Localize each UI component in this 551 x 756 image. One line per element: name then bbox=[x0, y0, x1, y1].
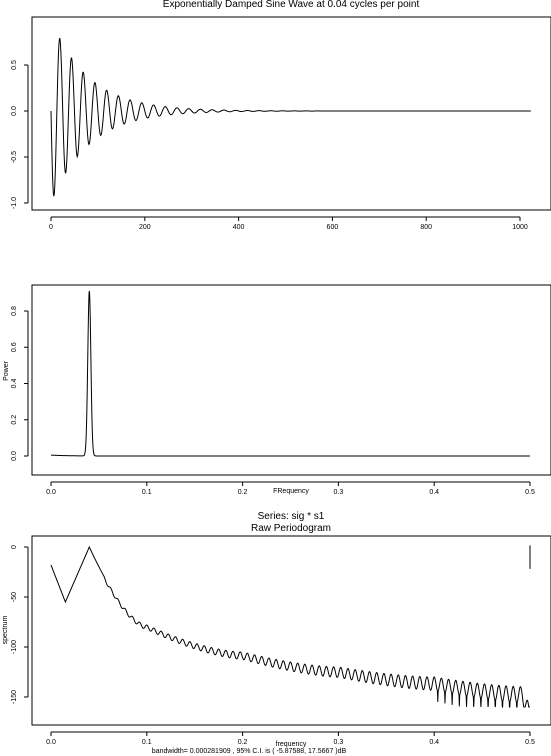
chart1-x-tick-label: 400 bbox=[233, 224, 245, 231]
chart2-y-tick-label: 0.0 bbox=[11, 451, 18, 461]
chart1-plot-box bbox=[31, 16, 551, 211]
chart2-series-line bbox=[50, 290, 530, 457]
chart1-x-tick-label: 0 bbox=[49, 224, 53, 231]
chart2-x-tick-label: 0.5 bbox=[525, 489, 535, 496]
panel-damped-sine: Exponentially Damped Sine Wave at 0.04 c… bbox=[11, 0, 551, 231]
chart3-y-tick-label: -100 bbox=[11, 640, 18, 654]
chart2-x-tick-label: 0.1 bbox=[142, 489, 152, 496]
chart2-x-tick-label: 0.0 bbox=[46, 489, 56, 496]
chart1-x-tick-label: 200 bbox=[139, 224, 151, 231]
chart2-x-tick-label: 0.4 bbox=[429, 489, 439, 496]
chart2-x-tick-label: 0.2 bbox=[238, 489, 248, 496]
chart3-x-tick-label: 0.5 bbox=[525, 739, 535, 746]
chart2-y-tick-label: 0.8 bbox=[11, 306, 18, 316]
chart2-y-tick-label: 0.6 bbox=[11, 342, 18, 352]
chart2-xlabel: FRequency bbox=[273, 488, 309, 495]
chart3-title: Series: sig * s1 bbox=[258, 511, 325, 522]
chart3-y-tick-label: 0 bbox=[11, 545, 18, 549]
chart3-footnote: bandwidth= 0.000281909 , 95% C.I. is ( -… bbox=[152, 748, 347, 755]
chart3-x-tick-label: 0.4 bbox=[429, 739, 439, 746]
chart3-x-tick-label: 0.1 bbox=[142, 739, 152, 746]
chart3-x-tick-label: 0.3 bbox=[334, 739, 344, 746]
chart2-x-tick-label: 0.3 bbox=[334, 489, 344, 496]
chart3-series-line bbox=[50, 545, 530, 709]
chart2-axes: 0.0 0.1 0.2 0.3 0.4 0.5 0.0 0.2 0.4 0.6 0.8 bbox=[11, 306, 535, 496]
chart3-axes: 0.0 0.1 0.2 0.3 0.4 0.5 0 -50 -100 -150 bbox=[11, 545, 535, 746]
chart1-y-tick-label: 0.0 bbox=[11, 106, 18, 116]
chart3-plot-box bbox=[31, 535, 551, 726]
chart3-xlabel: frequency bbox=[276, 741, 307, 748]
chart3-y-tick-label: -50 bbox=[11, 592, 18, 602]
chart2-ylabel: Power bbox=[3, 360, 10, 381]
panel-power-spectrum: 0.0 0.1 0.2 0.3 0.4 0.5 0.0 0.2 0.4 0.6 0.8 FReque… bbox=[3, 284, 551, 496]
chart1-axes: 0 200 400 600 800 1000 -1.0 -0.5 0.0 0.5 bbox=[11, 60, 528, 231]
chart3-x-tick-label: 0.2 bbox=[238, 739, 248, 746]
chart1-x-tick-label: 800 bbox=[420, 224, 432, 231]
chart3-x-tick-label: 0.0 bbox=[46, 739, 56, 746]
chart1-series-line bbox=[50, 37, 531, 197]
chart1-y-tick-label: -0.5 bbox=[11, 151, 18, 163]
chart3-y-tick-label: -150 bbox=[11, 690, 18, 704]
chart2-y-tick-label: 0.4 bbox=[11, 379, 18, 389]
chart1-title: Exponentially Damped Sine Wave at 0.04 c… bbox=[163, 0, 420, 10]
panel-periodogram: Series: sig * s1 Raw Periodogram 0.0 0.1 0… bbox=[2, 511, 551, 755]
chart3-ylabel: spectrum bbox=[2, 615, 9, 644]
chart1-y-tick-label: 0.5 bbox=[11, 60, 18, 70]
chart2-y-tick-label: 0.2 bbox=[11, 415, 18, 425]
chart1-y-tick-label: -1.0 bbox=[11, 197, 18, 209]
chart2-plot-box bbox=[31, 284, 551, 476]
chart1-x-tick-label: 1000 bbox=[512, 224, 528, 231]
chart1-x-tick-label: 600 bbox=[327, 224, 339, 231]
chart3-subtitle: Raw Periodogram bbox=[251, 523, 331, 534]
